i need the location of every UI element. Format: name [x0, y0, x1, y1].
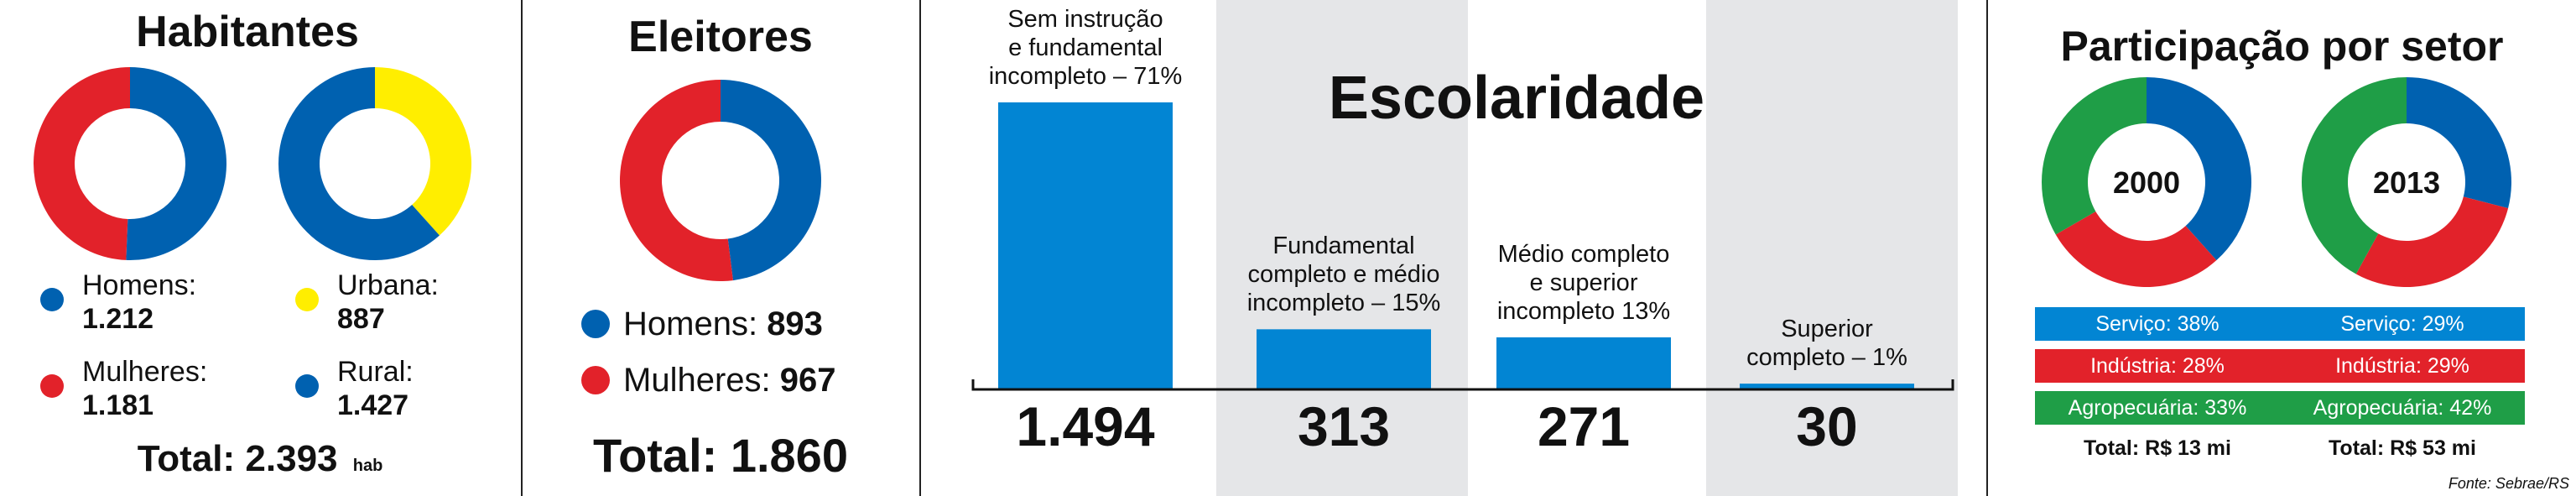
- total-2000: Total: R$ 13 mi: [2084, 436, 2231, 460]
- mulheres-value: 1.181: [82, 389, 154, 421]
- habitantes-total-label: Total: 2.393: [137, 438, 338, 479]
- bar-2: [1257, 329, 1431, 389]
- mulheres-label: Mulheres:: [82, 356, 208, 388]
- bar-value-4: 30: [1796, 395, 1858, 457]
- urbana-dot: [295, 288, 319, 311]
- slice-servi-o: [2147, 77, 2251, 261]
- mulheres-dot: [40, 374, 64, 398]
- habitantes-total-unit: hab: [352, 457, 383, 475]
- slice-homens: [126, 66, 227, 261]
- table-2013-agropecuaria: Agropecuária: 42%: [2280, 391, 2525, 425]
- slice-agropecu-ria: [2042, 77, 2147, 235]
- legend-mulheres: Mulheres: 1.181: [40, 355, 207, 422]
- eleitores-homens-value: 893: [767, 305, 823, 342]
- habitantes-area-donut: [278, 67, 471, 260]
- bar-label-3: Médio completo e superior incompleto 13%: [1496, 240, 1671, 325]
- bar-label-2: Fundamental completo e médio incompleto …: [1246, 232, 1441, 317]
- slice-agropecu-ria: [2302, 77, 2407, 274]
- bar-value-2: 313: [1297, 395, 1391, 457]
- slice-rural: [278, 67, 440, 260]
- eleitores-title: Eleitores: [628, 13, 813, 61]
- slice-mulheres: [34, 67, 130, 260]
- homens-value: 1.212: [82, 303, 154, 335]
- escolaridade-title: Escolaridade: [1328, 65, 1705, 132]
- homens-label: Homens:: [82, 269, 197, 301]
- rural-dot: [295, 374, 319, 398]
- table-2013-servico: Serviço: 29%: [2280, 307, 2525, 341]
- bar-value-3: 271: [1537, 395, 1631, 457]
- shade-band-2: [1706, 0, 1958, 496]
- eleitores-homens-dot: [581, 310, 610, 338]
- habitantes-gender-donut: [34, 66, 227, 261]
- bar-3: [1496, 337, 1671, 389]
- legend-homens: Homens: 1.212: [40, 269, 196, 336]
- slice-urbana: [375, 67, 471, 236]
- legend-rural: Rural: 1.427: [295, 355, 414, 422]
- eleitores-total: Total: 1.860: [593, 429, 848, 482]
- slice-homens: [721, 80, 821, 281]
- eleitores-homens-label: Homens:: [623, 305, 758, 342]
- bar-4: [1740, 384, 1914, 389]
- shade-band-1: [1216, 0, 1468, 496]
- habitantes-total: Total: 2.393 hab: [0, 438, 520, 480]
- table-2000-agropecuaria: Agropecuária: 33%: [2035, 391, 2280, 425]
- escolaridade-bar-chart: [971, 102, 1954, 391]
- bar-label-4: Superior completo – 1%: [1746, 316, 1907, 372]
- divider-1: [521, 0, 523, 496]
- bar-1: [998, 102, 1173, 389]
- habitantes-panel: Habitantes Homens: 1.212 Mulheres: 1.181…: [0, 0, 520, 496]
- rural-label: Rural:: [337, 356, 414, 388]
- participacao-title: Participação por setor: [2060, 23, 2504, 70]
- year-2013-label: 2013: [2373, 165, 2440, 200]
- legend-eleitores-mulheres: Mulheres: 967: [581, 363, 836, 398]
- total-2013: Total: R$ 53 mi: [2329, 436, 2476, 460]
- homens-dot: [40, 288, 64, 311]
- rural-value: 1.427: [337, 389, 409, 421]
- participacao-panel: Participação por setor 2000 2013 Serviço…: [1988, 0, 2576, 496]
- legend-eleitores-homens: Homens: 893: [581, 306, 823, 342]
- eleitores-panel: Eleitores Homens: 893 Mulheres: 967 Tota…: [523, 0, 919, 496]
- bar-label-1: Sem instrução e fundamental incompleto –…: [988, 6, 1183, 90]
- slice-mulheres: [620, 80, 733, 281]
- participacao-2013-donut: 2013: [2302, 77, 2511, 287]
- slice-servi-o: [2407, 77, 2511, 209]
- source-note: Fonte: Sebrae/RS: [2448, 475, 2569, 492]
- bar-value-1: 1.494: [1016, 395, 1155, 457]
- table-2000-servico: Serviço: 38%: [2035, 307, 2280, 341]
- eleitores-mulheres-label: Mulheres:: [623, 362, 771, 399]
- slice-ind-stria: [2355, 196, 2509, 287]
- eleitores-donut: [620, 80, 821, 281]
- x-axis: [971, 379, 1954, 391]
- year-2000-label: 2000: [2113, 165, 2180, 200]
- eleitores-mulheres-dot: [581, 366, 610, 394]
- legend-urbana: Urbana: 887: [295, 269, 439, 336]
- slice-ind-stria: [2055, 211, 2217, 287]
- participacao-2000-donut: 2000: [2042, 77, 2251, 287]
- urbana-label: Urbana:: [337, 269, 439, 301]
- table-2000-industria: Indústria: 28%: [2035, 349, 2280, 383]
- divider-2: [919, 0, 921, 496]
- escolaridade-panel: Escolaridade Sem instrução e fundamental…: [921, 0, 1986, 496]
- divider-3: [1986, 0, 1988, 496]
- urbana-value: 887: [337, 303, 385, 335]
- eleitores-mulheres-value: 967: [779, 362, 836, 399]
- table-2013-industria: Indústria: 29%: [2280, 349, 2525, 383]
- habitantes-title: Habitantes: [136, 8, 359, 56]
